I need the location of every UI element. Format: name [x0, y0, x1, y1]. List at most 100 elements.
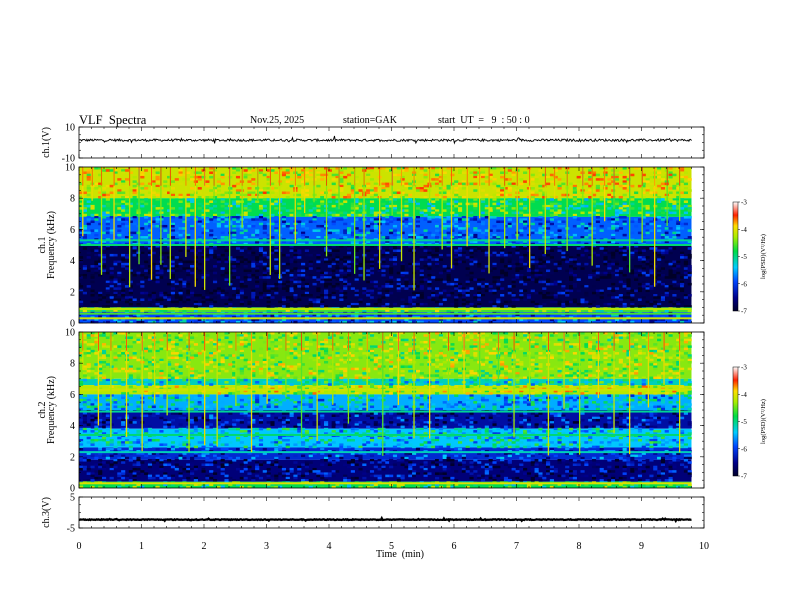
psd-cell: [507, 224, 512, 228]
psd-cell: [289, 184, 294, 188]
psd-cell: [243, 314, 248, 317]
psd-cell: [324, 347, 329, 351]
psd-cell: [526, 294, 532, 297]
psd-cell: [297, 213, 302, 217]
psd-cell: [373, 189, 378, 192]
psd-cell: [657, 253, 662, 257]
psd-cell: [668, 211, 673, 215]
psd-cell: [274, 216, 279, 219]
psd-cell: [676, 191, 681, 195]
psd-cell: [442, 171, 447, 174]
psd-cell: [408, 320, 413, 324]
psd-cell: [373, 296, 378, 299]
psd-cell: [687, 247, 692, 250]
psd-cell: [343, 222, 348, 226]
psd-cell: [255, 200, 260, 203]
psd-cell: [507, 167, 512, 170]
psd-cell: [404, 343, 409, 346]
psd-cell: [209, 247, 214, 250]
psd-cell: [503, 171, 509, 174]
psd-cell: [457, 247, 463, 250]
psd-cell: [473, 202, 478, 206]
sferic-burst: [169, 167, 171, 186]
psd-cell: [515, 276, 520, 279]
psd-cell: [511, 278, 516, 281]
psd-cell: [584, 193, 589, 197]
psd-cell: [235, 247, 241, 250]
psd-cell: [212, 345, 218, 348]
psd-cell: [301, 352, 306, 355]
psd-cell: [155, 178, 160, 181]
psd-cell: [446, 193, 451, 197]
psd-cell: [316, 287, 321, 290]
psd-cell: [676, 302, 681, 306]
psd-cell: [128, 245, 133, 248]
psd-cell: [523, 314, 528, 317]
psd-cell: [224, 302, 229, 306]
psd-cell: [105, 282, 110, 286]
psd-cell: [216, 302, 221, 306]
psd-cell: [477, 247, 482, 250]
psd-cell: [442, 224, 447, 228]
psd-cell: [687, 265, 692, 268]
psd-cell: [591, 231, 597, 235]
psd-cell: [553, 231, 558, 235]
psd-cell: [438, 334, 443, 337]
psd-cell: [136, 302, 141, 306]
psd-cell: [79, 302, 84, 306]
psd-cell: [124, 256, 130, 259]
psd-cell: [507, 336, 512, 339]
psd-cell: [304, 318, 309, 322]
psd-cell: [649, 175, 654, 179]
psd-cell: [289, 260, 294, 264]
psd-cell: [607, 345, 612, 348]
psd-cell: [645, 231, 650, 235]
psd-cell: [274, 187, 279, 190]
psd-cell: [320, 213, 325, 217]
psd-cell: [354, 294, 359, 297]
psd-cell: [450, 347, 455, 351]
psd-cell: [258, 222, 264, 226]
psd-cell: [680, 273, 685, 277]
psd-cell: [144, 347, 149, 351]
psd-cell: [155, 265, 160, 268]
psd-cell: [473, 169, 478, 172]
psd-cell: [128, 191, 133, 195]
psd-cell: [396, 282, 401, 286]
psd-cell: [373, 224, 378, 228]
psd-cell: [366, 167, 371, 170]
psd-cell: [281, 318, 287, 322]
psd-cell: [82, 334, 87, 337]
psd-cell: [167, 256, 172, 259]
psd-cell: [350, 213, 355, 217]
psd-cell: [190, 294, 195, 297]
psd-cell: [354, 204, 359, 208]
psd-cell: [262, 218, 267, 221]
psd-cell: [385, 280, 390, 284]
psd-cell: [423, 184, 428, 188]
psd-cell: [580, 305, 585, 308]
psd-cell: [641, 345, 646, 348]
psd-cell: [672, 260, 677, 264]
psd-cell: [281, 171, 287, 174]
psd-cell: [381, 207, 386, 210]
psd-cell: [385, 209, 390, 212]
psd-cell: [469, 211, 474, 215]
psd-cell: [247, 207, 252, 210]
psd-cell: [419, 294, 424, 297]
psd-cell: [641, 240, 646, 244]
psd-cell: [484, 247, 489, 250]
psd-cell: [258, 249, 264, 252]
psd-cell: [641, 173, 646, 177]
psd-cell: [94, 218, 99, 221]
psd-cell: [190, 178, 195, 181]
psd-cell: [262, 280, 267, 284]
psd-cell: [235, 336, 241, 339]
psd-cell: [649, 191, 654, 195]
psd-cell: [369, 291, 375, 295]
psd-cell: [480, 269, 486, 273]
psd-cell: [569, 345, 574, 348]
psd-cell: [438, 245, 443, 248]
psd-cell: [186, 211, 191, 215]
psd-cell: [308, 169, 313, 172]
